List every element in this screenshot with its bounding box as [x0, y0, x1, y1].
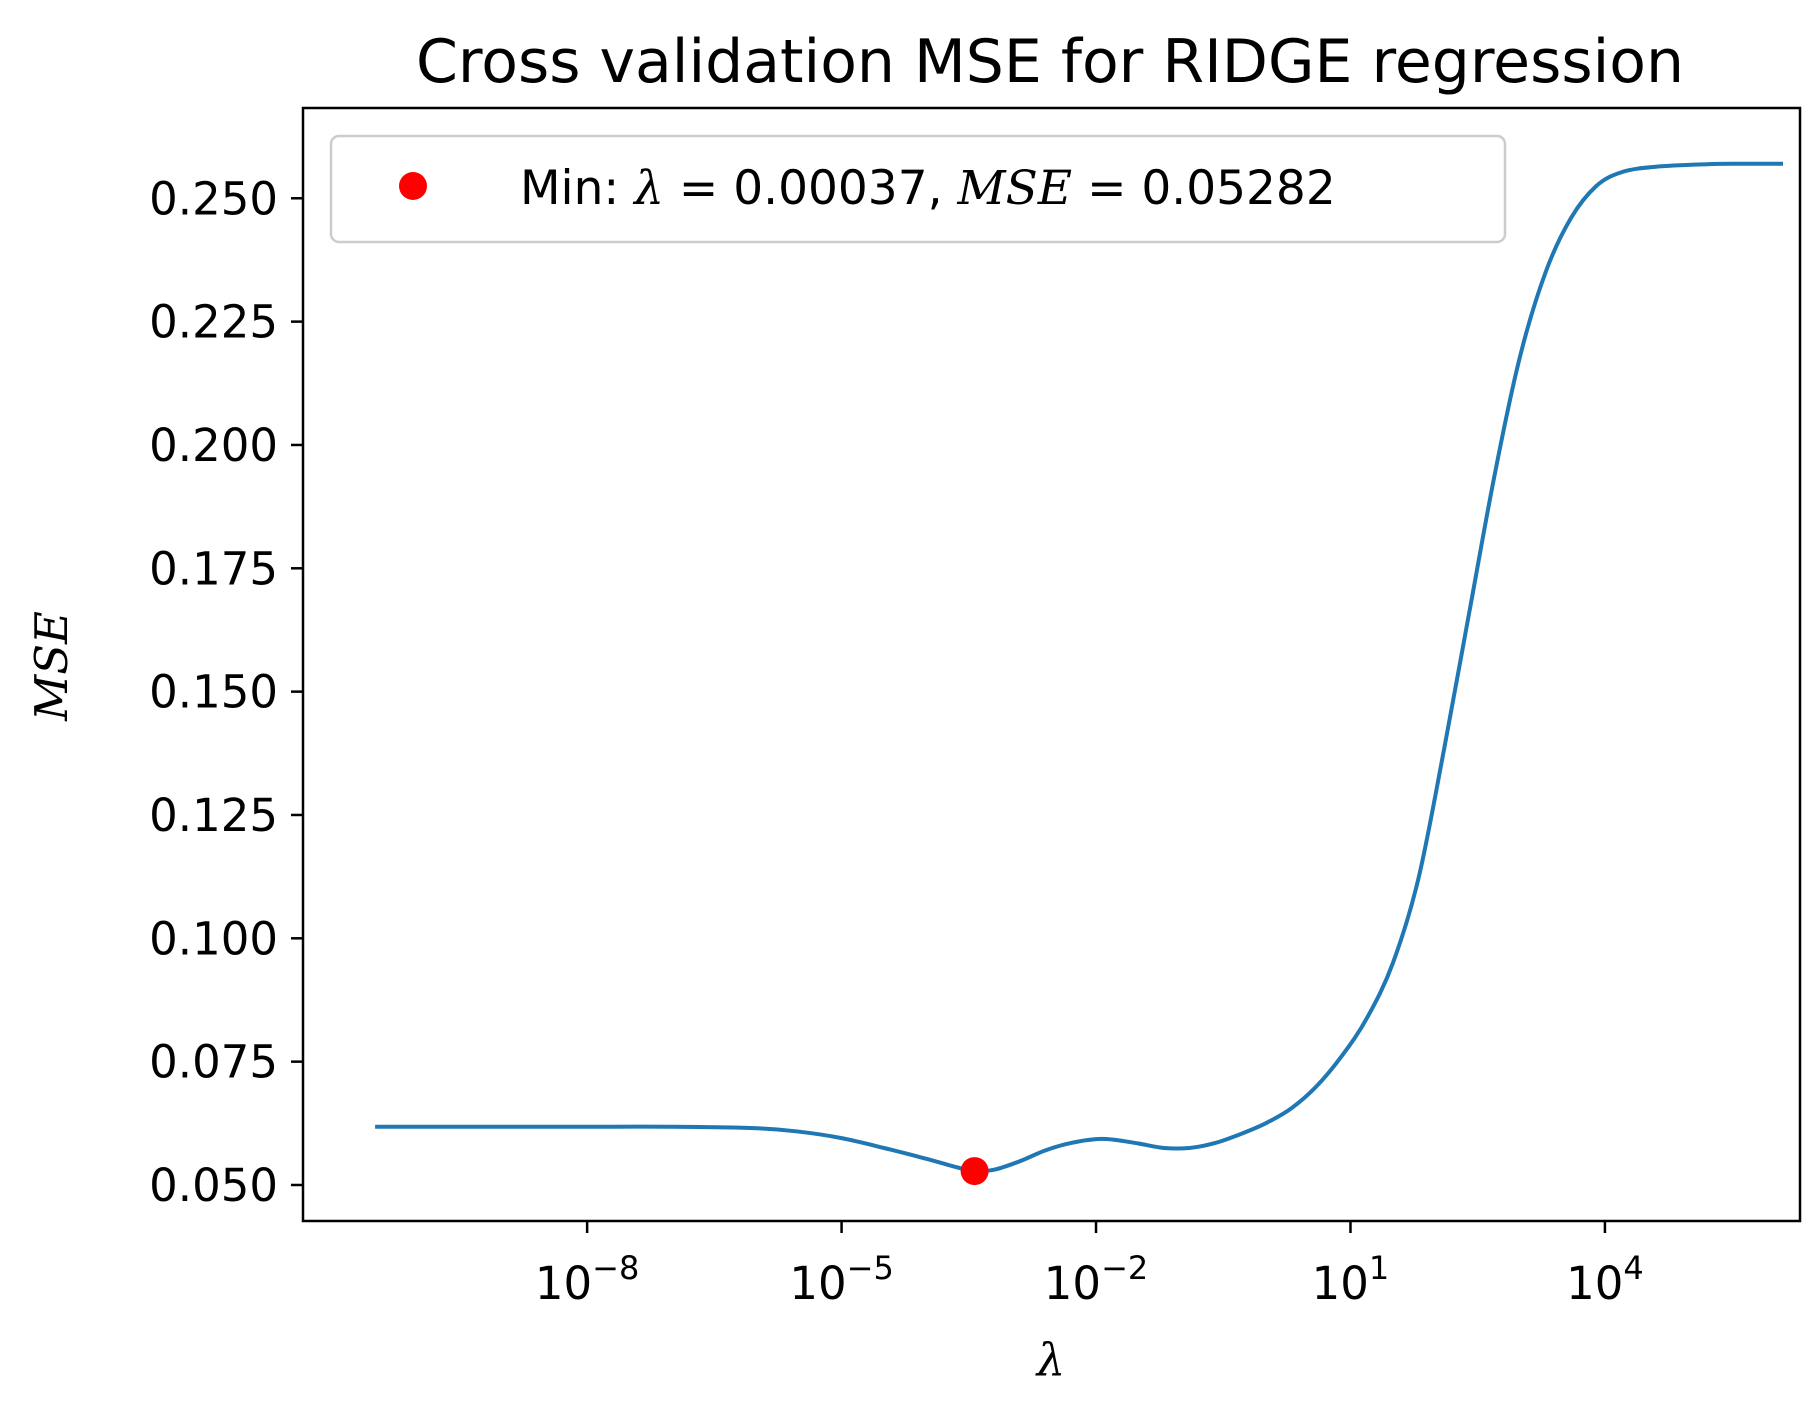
y-tick-label: 0.075: [149, 1036, 278, 1089]
legend-label: Min: λ = 0.00037, MSE = 0.05282: [520, 161, 1336, 216]
y-axis: 0.050 0.075 0.100 0.125 0.150 0.175 0.200 0.225…: [149, 172, 303, 1212]
x-tick-label: 104: [1566, 1249, 1644, 1310]
x-tick-label: 10−2: [1044, 1249, 1148, 1310]
x-tick-label: 101: [1312, 1249, 1390, 1310]
y-tick-label: 0.250: [149, 172, 278, 225]
x-axis-label: λ: [1035, 1333, 1066, 1386]
x-tick-label: 10−8: [535, 1249, 639, 1310]
legend-marker: [399, 172, 427, 200]
y-tick-label: 0.175: [149, 542, 278, 595]
x-axis: 10−8 10−5 10−2 101 104: [535, 1221, 1644, 1310]
y-tick-label: 0.200: [149, 419, 278, 472]
y-tick-label: 0.050: [149, 1159, 278, 1212]
y-tick-label: 0.225: [149, 296, 278, 349]
y-tick-label: 0.100: [149, 912, 278, 965]
chart-title: Cross validation MSE for RIDGE regressio…: [416, 27, 1684, 97]
legend: Min: λ = 0.00037, MSE = 0.05282: [329, 134, 1507, 244]
min-point-marker: [960, 1157, 989, 1186]
cv-mse-line: [375, 161, 1783, 1174]
y-tick-label: 0.150: [149, 666, 278, 719]
plot-area: [301, 106, 1802, 1223]
x-tick-label: 10−5: [789, 1249, 893, 1310]
series-layer: [375, 161, 1783, 1186]
legend-frame: [329, 134, 1507, 244]
y-axis-label: MSE: [25, 611, 78, 722]
y-tick-label: 0.125: [149, 789, 278, 842]
